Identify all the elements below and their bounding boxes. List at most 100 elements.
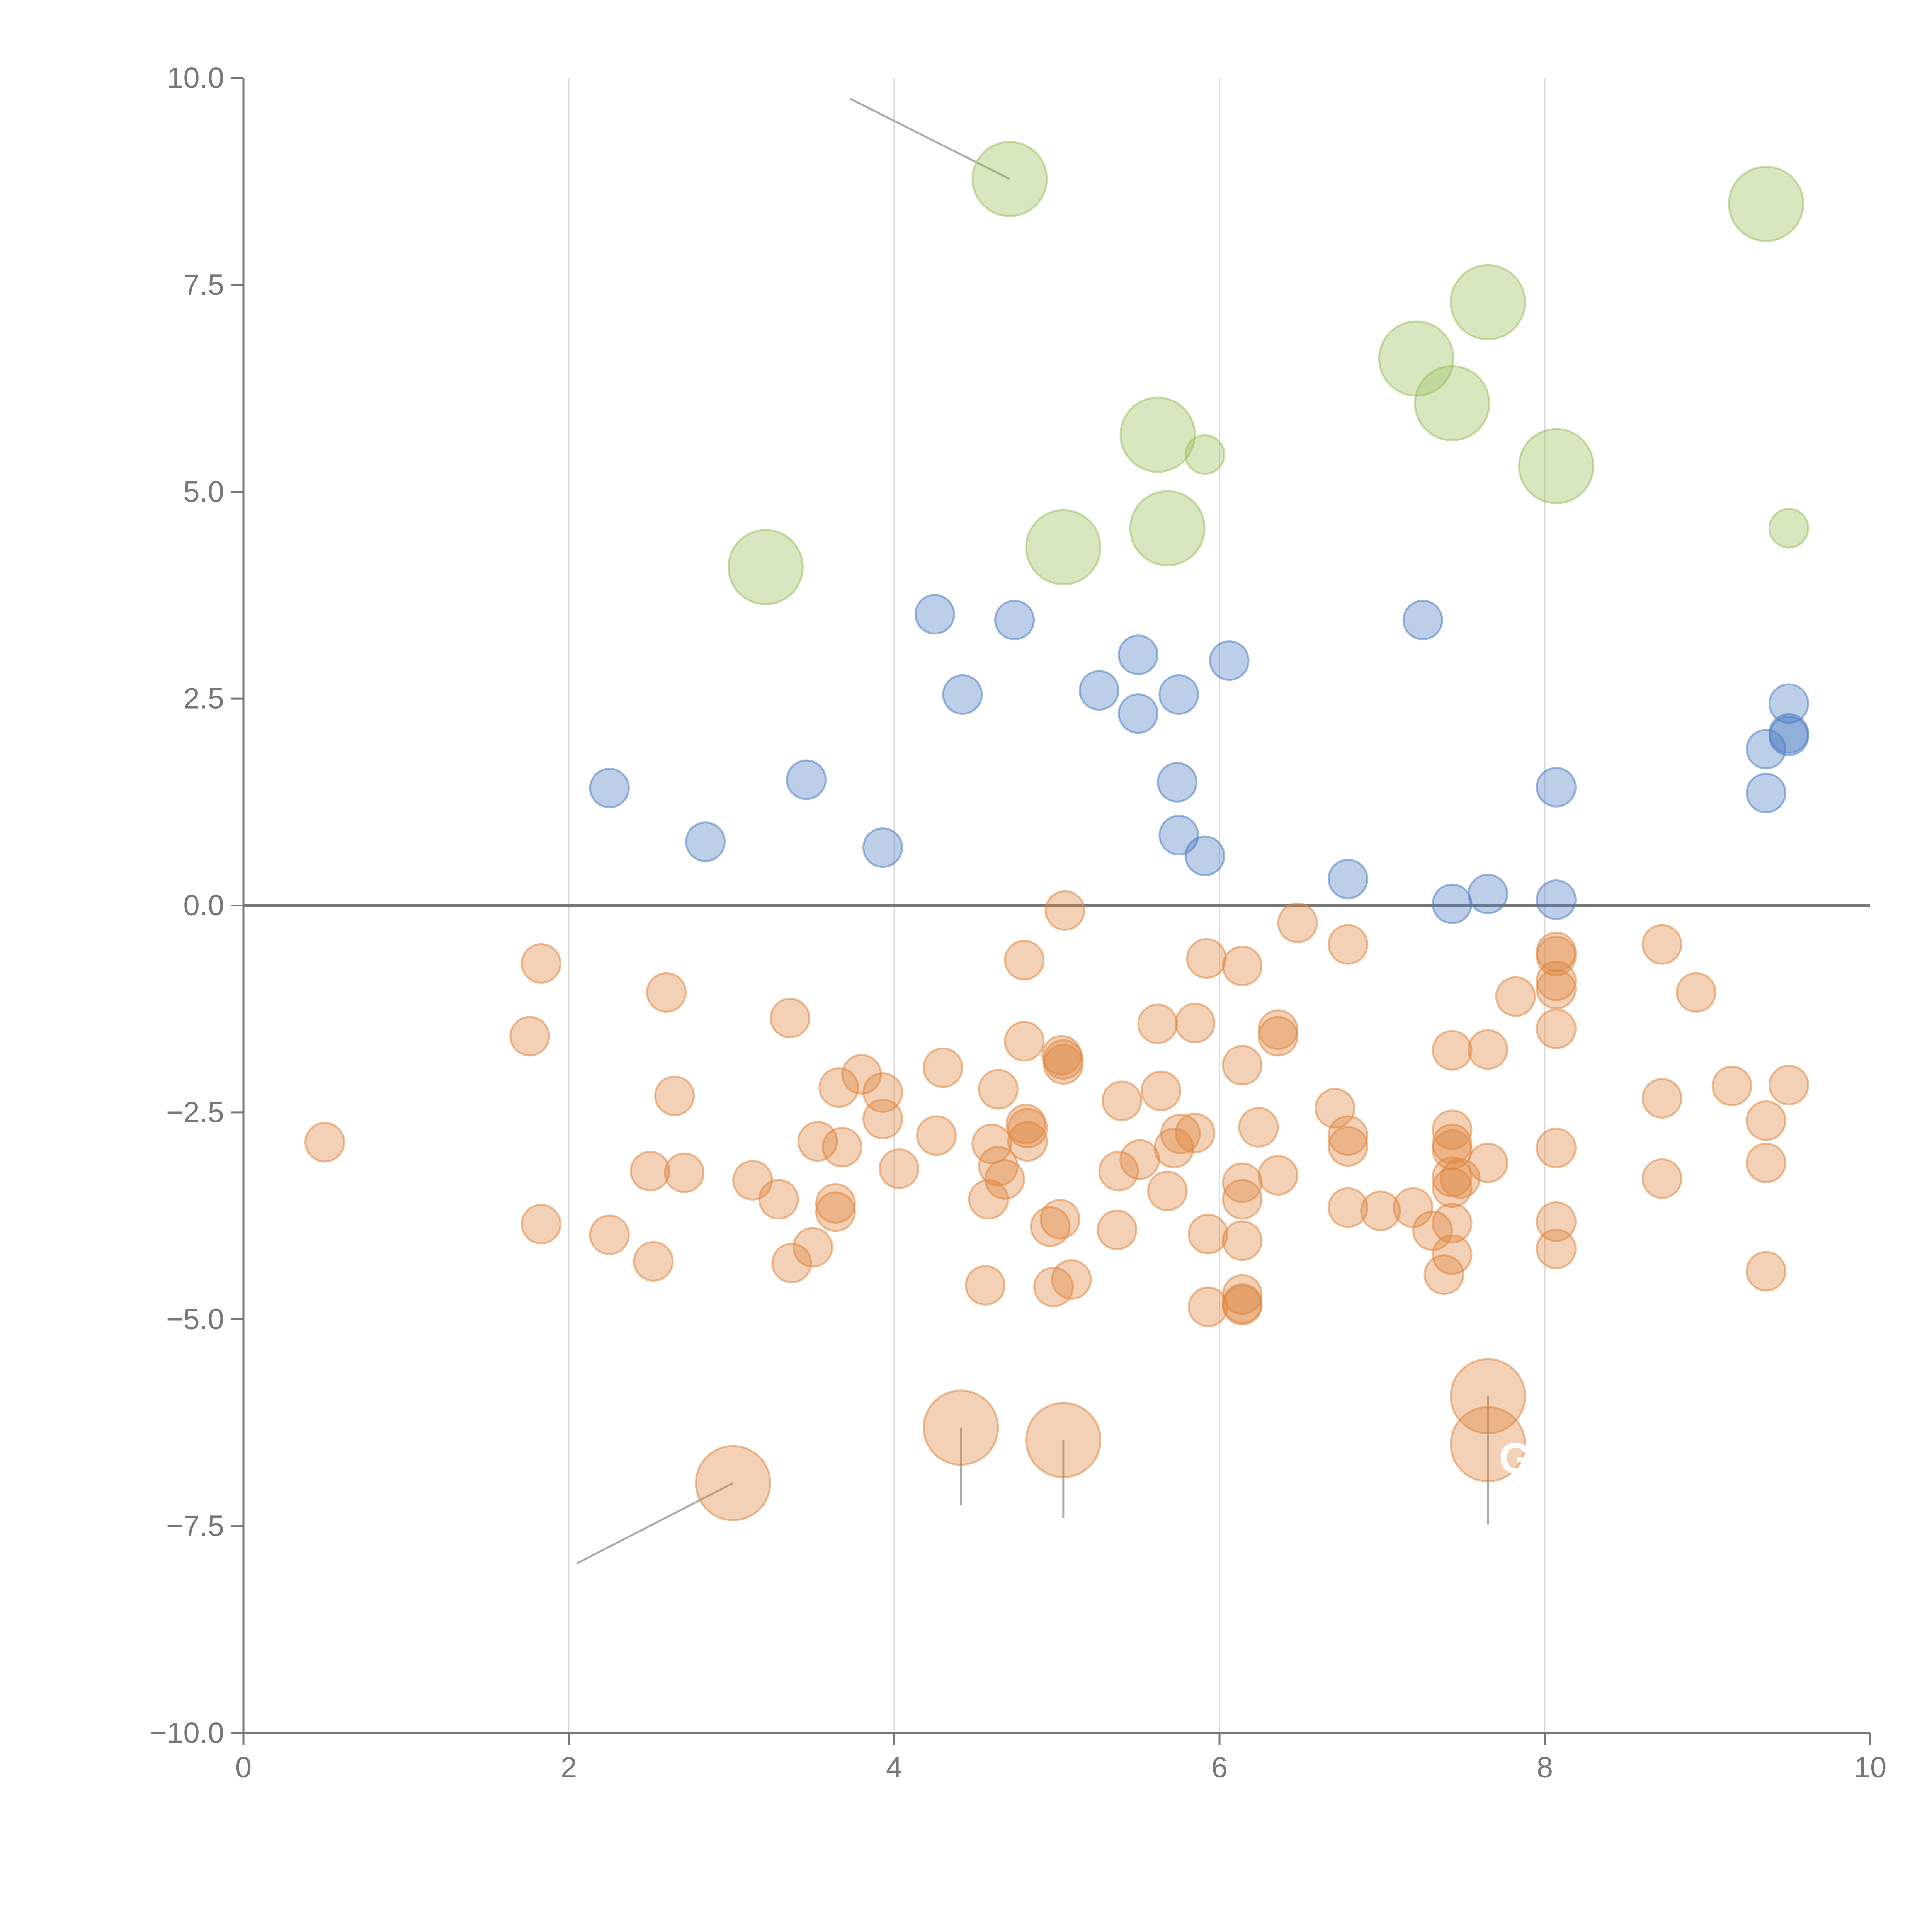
point-green-4 [1129, 490, 1206, 566]
point-orange-66 [1222, 1283, 1263, 1324]
point-orange-103 [1641, 1158, 1682, 1199]
point-orange-34 [1005, 1104, 1046, 1145]
callouts [576, 98, 1489, 1565]
point-blue-7 [1078, 670, 1119, 711]
y-tick-label-0: 10.0 [167, 62, 224, 95]
point-green-9 [1728, 166, 1804, 242]
point-orange-64 [1222, 1274, 1263, 1315]
point-orange-16 [815, 1183, 856, 1224]
point-green-8 [1518, 428, 1594, 504]
point-orange-6 [633, 1241, 674, 1282]
y-tick-label-4: 0.0 [183, 889, 224, 922]
point-orange-91 [1468, 1143, 1509, 1184]
x-tick-label-1: 2 [561, 1751, 577, 1784]
point-orange-large-1 [923, 1389, 999, 1466]
y-tick-label-2: 5.0 [183, 475, 224, 508]
point-orange-73 [1328, 924, 1369, 965]
point-blue-8 [1118, 634, 1158, 675]
point-green-2 [1025, 509, 1102, 585]
point-orange-58 [1188, 1286, 1229, 1327]
point-orange-54 [1175, 1003, 1216, 1044]
point-orange-107 [1746, 1143, 1787, 1184]
point-orange-36 [1007, 1121, 1048, 1162]
point-blue-17 [1432, 883, 1473, 924]
point-orange-24 [916, 1115, 957, 1156]
point-orange-80 [1423, 1254, 1464, 1295]
point-orange-35 [1007, 1108, 1048, 1149]
x-tick-label-4: 8 [1537, 1751, 1553, 1784]
point-orange-57 [1188, 1214, 1229, 1255]
point-orange-12 [770, 998, 811, 1039]
point-orange-94 [1536, 935, 1577, 976]
point-green-small-1 [1769, 508, 1809, 549]
point-orange-33 [1004, 1021, 1045, 1062]
point-green-small-0 [1184, 434, 1225, 475]
point-green-0 [971, 141, 1048, 217]
point-orange-8 [654, 1075, 695, 1116]
data-points [304, 141, 1809, 1521]
point-blue-0 [589, 767, 630, 808]
point-orange-9 [664, 1152, 705, 1193]
point-orange-45 [1097, 1209, 1138, 1250]
point-orange-77 [1360, 1190, 1401, 1231]
point-blue-19 [1536, 767, 1577, 808]
point-orange-14 [793, 1227, 833, 1268]
point-blue-10 [1158, 674, 1199, 715]
point-green-7 [1450, 264, 1526, 340]
point-orange-75 [1328, 1126, 1369, 1167]
point-orange-1 [509, 1016, 550, 1057]
point-orange-32 [1004, 940, 1045, 981]
callout-line-0 [850, 98, 1010, 180]
point-blue-3 [862, 827, 903, 868]
x-tick-label-0: 0 [235, 1751, 252, 1784]
point-orange-22 [862, 1099, 903, 1139]
point-blue-23 [1769, 683, 1809, 724]
point-blue-6 [994, 600, 1035, 641]
point-orange-95 [1536, 960, 1577, 1001]
point-orange-29 [978, 1069, 1019, 1110]
point-orange-81 [1432, 1030, 1473, 1071]
point-orange-7 [646, 972, 687, 1013]
point-blue-4 [914, 594, 955, 635]
point-orange-104 [1676, 972, 1717, 1013]
point-orange-102 [1641, 1078, 1682, 1119]
y-tick-label-7: −7.5 [166, 1510, 224, 1543]
point-orange-71 [1277, 902, 1318, 943]
point-orange-23 [879, 1148, 920, 1189]
point-orange-101 [1641, 924, 1682, 965]
point-orange-106 [1746, 1100, 1787, 1141]
point-orange-20 [841, 1054, 882, 1095]
point-orange-59 [1222, 946, 1263, 986]
point-orange-4 [589, 1214, 630, 1255]
point-orange-2 [520, 943, 561, 984]
tick-labels: 10.0 7.5 5.0 2.5 0.0 −2.5 −5.0 −7.5 −10.0 0 2 4 6 8 10 [150, 62, 1887, 1784]
point-orange-46 [1098, 1151, 1139, 1192]
point-orange-53 [1160, 1114, 1201, 1155]
point-blue-20 [1536, 879, 1577, 920]
point-blue-5 [942, 674, 983, 715]
point-orange-18 [818, 1067, 859, 1108]
point-orange-69 [1258, 1016, 1299, 1057]
point-labels: G [1499, 1435, 1532, 1482]
point-green-1 [727, 529, 804, 605]
point-orange-60 [1222, 1045, 1263, 1086]
point-blue-25 [1769, 713, 1809, 754]
point-blue-1 [685, 821, 726, 862]
point-orange-63 [1222, 1220, 1263, 1261]
point-blue-21 [1746, 729, 1787, 770]
point-blue-16 [1402, 600, 1443, 641]
point-orange-87 [1432, 1203, 1473, 1244]
point-orange-39 [1039, 1199, 1080, 1240]
point-orange-26 [965, 1265, 1006, 1306]
y-tick-label-5: −2.5 [166, 1096, 224, 1129]
point-orange-large-0 [695, 1445, 771, 1521]
point-blue-22 [1746, 772, 1787, 813]
point-orange-51 [1147, 1170, 1188, 1211]
point-orange-large-3 [1450, 1358, 1526, 1434]
x-tick-label-3: 6 [1211, 1751, 1228, 1784]
point-orange-100 [1536, 1228, 1577, 1269]
point-orange-49 [1137, 1003, 1178, 1044]
point-orange-67 [1238, 1107, 1279, 1148]
point-orange-48 [1119, 1139, 1160, 1180]
